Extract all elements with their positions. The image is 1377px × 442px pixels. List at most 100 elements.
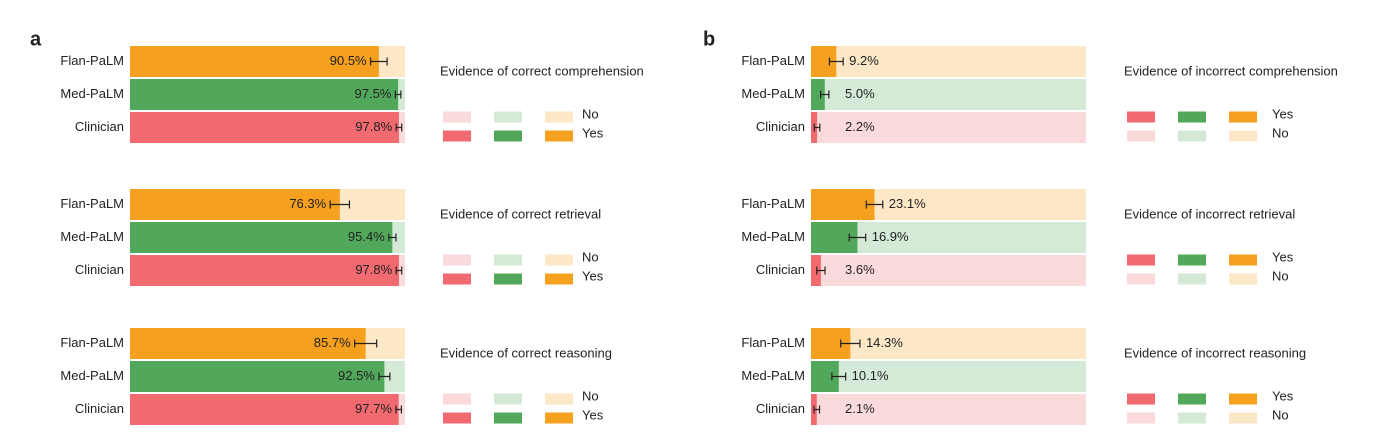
bar-background	[811, 46, 1086, 77]
value-label: 5.0%	[845, 86, 875, 101]
legend-swatch	[494, 111, 522, 123]
legend-label: No	[1272, 268, 1289, 283]
legend-swatch	[443, 273, 471, 285]
value-label: 10.1%	[852, 368, 889, 383]
legend-swatch	[1127, 254, 1155, 266]
value-label: 90.5%	[330, 53, 367, 68]
value-label: 92.5%	[338, 368, 375, 383]
value-label: 9.2%	[849, 53, 879, 68]
bar	[130, 255, 399, 286]
legend-swatch	[1178, 412, 1206, 424]
legend-swatch	[1127, 412, 1155, 424]
bar	[130, 112, 399, 143]
value-label: 14.3%	[866, 335, 903, 350]
error-bar	[820, 90, 830, 99]
error-bar	[831, 372, 847, 381]
legend-title: Evidence of correct reasoning	[440, 345, 612, 360]
bar-background	[811, 361, 1086, 392]
value-label: 97.8%	[355, 119, 392, 134]
category-label: Flan-PaLM	[60, 335, 124, 350]
legend-title: Evidence of incorrect comprehension	[1124, 63, 1338, 78]
bar	[130, 189, 340, 220]
error-bar	[395, 123, 403, 132]
legend-swatch	[1178, 393, 1206, 405]
legend-label: Yes	[1272, 249, 1294, 264]
legend-swatch	[545, 130, 573, 142]
category-label: Clinician	[756, 401, 805, 416]
category-label: Clinician	[756, 119, 805, 134]
legend-swatch	[1229, 273, 1257, 285]
legend-swatch	[494, 273, 522, 285]
value-label: 97.8%	[355, 262, 392, 277]
error-bar	[813, 123, 821, 132]
bar-background	[811, 79, 1086, 110]
legend-swatch	[1229, 412, 1257, 424]
legend-label: Yes	[582, 268, 604, 283]
legend-swatch	[1229, 393, 1257, 405]
error-bar	[394, 90, 402, 99]
legend-swatch	[1178, 111, 1206, 123]
value-label: 2.1%	[845, 401, 875, 416]
legend-swatch	[443, 393, 471, 405]
error-bar	[828, 57, 844, 66]
bar	[130, 328, 366, 359]
legend-swatch	[545, 393, 573, 405]
legend-label: Yes	[582, 407, 604, 422]
value-label: 76.3%	[289, 196, 326, 211]
legend-label: Yes	[1272, 388, 1294, 403]
legend-swatch	[1229, 254, 1257, 266]
bar	[130, 79, 399, 110]
value-label: 23.1%	[889, 196, 926, 211]
legend-swatch	[1127, 393, 1155, 405]
value-label: 16.9%	[872, 229, 909, 244]
error-bar	[395, 266, 403, 275]
value-label: 85.7%	[314, 335, 351, 350]
panel-label: a	[30, 28, 42, 50]
error-bar	[354, 339, 378, 348]
legend-swatch	[494, 393, 522, 405]
category-label: Clinician	[75, 262, 124, 277]
legend-swatch	[1178, 254, 1206, 266]
category-label: Med-PaLM	[741, 229, 805, 244]
legend-label: Yes	[1272, 106, 1294, 121]
category-label: Med-PaLM	[741, 86, 805, 101]
legend-label: Yes	[582, 125, 604, 140]
error-bar	[813, 405, 821, 414]
legend-swatch	[1127, 111, 1155, 123]
bar	[130, 222, 393, 253]
error-bar	[370, 57, 388, 66]
legend-swatch	[545, 254, 573, 266]
error-bar	[378, 372, 391, 381]
legend-swatch	[1178, 273, 1206, 285]
legend-swatch	[1127, 273, 1155, 285]
value-label: 95.4%	[348, 229, 385, 244]
legend-label: No	[582, 106, 599, 121]
error-bar	[388, 233, 397, 242]
value-label: 2.2%	[845, 119, 875, 134]
value-label: 97.5%	[355, 86, 392, 101]
error-bar	[816, 266, 826, 275]
legend-swatch	[1178, 130, 1206, 142]
category-label: Clinician	[75, 119, 124, 134]
legend-label: No	[582, 249, 599, 264]
legend-swatch	[1127, 130, 1155, 142]
legend-swatch	[443, 254, 471, 266]
error-bar	[840, 339, 861, 348]
error-bar	[865, 200, 884, 209]
bar	[130, 394, 399, 425]
category-label: Med-PaLM	[60, 86, 124, 101]
legend-swatch	[494, 254, 522, 266]
legend-swatch	[545, 412, 573, 424]
legend-swatch	[494, 412, 522, 424]
value-label: 97.7%	[355, 401, 392, 416]
category-label: Clinician	[756, 262, 805, 277]
bar	[811, 189, 875, 220]
error-bar	[848, 233, 867, 242]
legend-title: Evidence of correct retrieval	[440, 206, 601, 221]
legend-swatch	[1229, 111, 1257, 123]
category-label: Flan-PaLM	[60, 196, 124, 211]
legend-swatch	[545, 111, 573, 123]
legend-swatch	[443, 412, 471, 424]
legend-label: No	[1272, 407, 1289, 422]
